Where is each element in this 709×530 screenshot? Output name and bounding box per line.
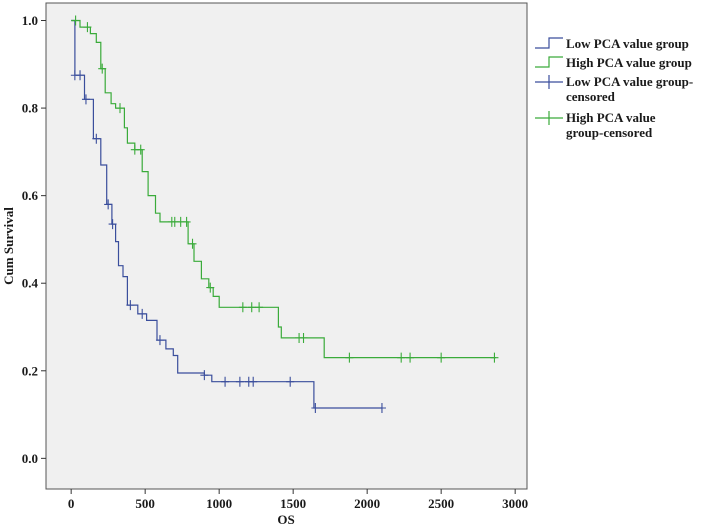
legend-item-high-censored: High PCA value group-censored [535,110,656,140]
censor-mark-low [92,133,101,144]
y-tick-label: 0.6 [22,188,39,203]
axes: 0 500 1000 1500 2000 2500 3000 0.0 0.2 0.4 0.6 0.8 1… [22,13,528,511]
legend-label-line: High PCA value [566,110,656,125]
censor-mark-low [76,70,85,81]
x-tick-label: 2000 [354,496,380,511]
censor-mark-high [255,302,264,313]
censor-mark-low [249,376,258,387]
censor-mark-high [188,238,197,249]
legend-label-line: Low PCA value group [566,36,689,51]
legend-item-high: High PCA value group [535,55,692,70]
legend-label-low: Low PCA value group [566,36,689,51]
censor-mark-high [206,282,215,293]
censor-mark-low [200,370,209,381]
censor-mark-low [138,308,147,319]
censor-mark-high [83,22,92,33]
censor-mark-low [286,376,295,387]
x-tick-label: 3000 [502,496,528,511]
censor-mark-high [116,103,124,114]
censor-mark-low [126,300,135,311]
legend-label-low-censored: Low PCA value group-censored [566,74,693,104]
series-layer [70,15,499,413]
plot-area [45,2,528,490]
y-tick-label: 0.2 [22,363,38,378]
legend-label-line: Low PCA value group- [566,74,693,89]
y-axis-title: Cum Survival [1,207,16,285]
y-tick-label: 1.0 [22,13,38,28]
legend-item-low-censored: Low PCA value group-censored [535,74,693,104]
y-tick-label: 0.0 [22,451,38,466]
x-tick-label: 500 [135,496,155,511]
censor-mark-low [155,335,164,346]
censor-mark-high [98,63,107,74]
legend-swatch-low-censored [535,75,563,89]
censor-mark-low [104,199,113,210]
censor-mark-high [397,352,406,363]
y-tick-label: 0.8 [22,101,39,116]
x-tick-label: 2500 [428,496,454,511]
censor-mark-low [311,403,320,413]
legend-label-line: censored [566,89,616,104]
censor-mark-high [345,352,354,363]
legend-swatch-high-censored [535,111,563,125]
x-tick-label: 1000 [206,496,232,511]
legend-label-line: High PCA value group [566,55,692,70]
censor-mark-low [108,219,117,230]
censor-mark-high [490,352,499,363]
censor-mark-low [377,403,386,413]
censor-mark-high [238,302,247,313]
censor-mark-high [299,332,308,343]
censor-mark-low [221,376,230,387]
censor-mark-low [235,376,244,387]
censor-mark-low [81,94,90,105]
x-tick-label: 1500 [280,496,306,511]
legend-label-line: group-censored [566,125,653,140]
censor-mark-high [71,15,80,26]
legend: Low PCA value group High PCA value group L… [535,36,693,140]
legend-swatch-low [535,37,563,49]
x-tick-label: 0 [68,496,75,511]
censor-mark-high [437,352,446,363]
censor-mark-high [406,352,415,363]
legend-label-high-censored: High PCA value group-censored [566,110,656,140]
censor-mark-high [136,144,145,155]
y-tick-label: 0.4 [22,276,39,291]
legend-swatch-high [535,56,563,68]
censor-mark-high [247,302,256,313]
x-axis-title: OS [277,512,294,527]
censor-mark-high [182,216,191,227]
legend-item-low: Low PCA value group [535,36,689,51]
legend-label-high: High PCA value group [566,55,692,70]
